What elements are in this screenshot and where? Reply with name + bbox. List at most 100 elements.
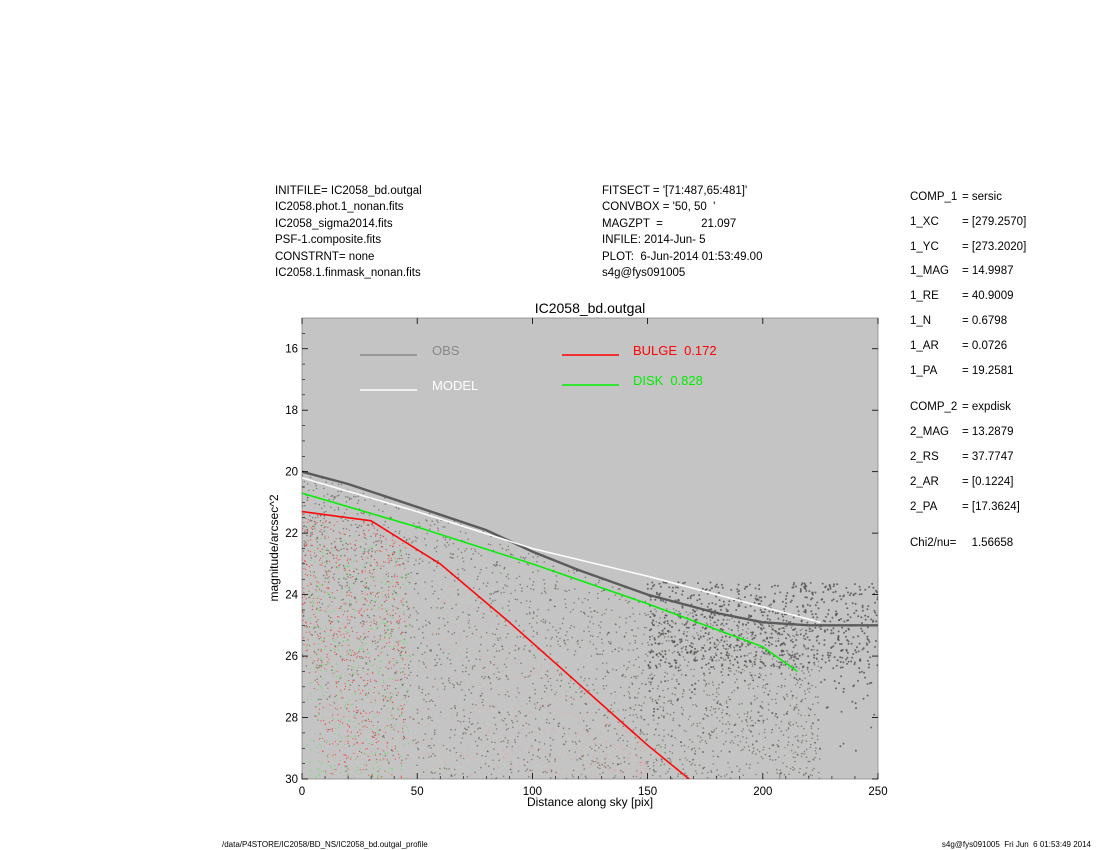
scatter-point — [760, 611, 763, 614]
scatter-point — [715, 727, 718, 730]
scatter-point — [815, 747, 817, 749]
scatter-point — [456, 712, 459, 714]
scatter-point — [595, 744, 597, 747]
scatter-point — [643, 761, 645, 763]
scatter-point — [728, 600, 731, 603]
scatter-point — [716, 645, 718, 647]
scatter-point — [459, 683, 461, 686]
scatter-point — [783, 773, 786, 776]
scatter-point — [691, 741, 694, 743]
scatter-point — [374, 658, 376, 661]
scatter-point — [474, 725, 477, 727]
scatter-point — [639, 745, 641, 747]
scatter-point — [784, 663, 787, 666]
scatter-point — [823, 601, 826, 604]
scatter-point — [610, 689, 613, 691]
scatter-point — [313, 650, 316, 653]
scatter-point — [644, 612, 646, 615]
scatter-point — [712, 684, 714, 686]
scatter-point — [755, 773, 757, 776]
scatter-point — [505, 678, 507, 681]
scatter-point — [311, 516, 314, 519]
scatter-point — [806, 726, 808, 728]
scatter-point — [757, 711, 760, 714]
scatter-point — [577, 602, 579, 605]
scatter-point — [660, 719, 663, 722]
scatter-point — [540, 668, 542, 670]
scatter-point — [443, 760, 445, 762]
scatter-point — [572, 569, 575, 571]
scatter-point — [708, 683, 710, 685]
scatter-point — [385, 610, 388, 612]
scatter-point — [419, 752, 422, 754]
scatter-point — [466, 639, 468, 641]
scatter-point — [760, 655, 762, 658]
scatter-point — [559, 682, 562, 684]
scatter-point — [594, 749, 596, 752]
scatter-point — [481, 667, 484, 669]
scatter-point — [432, 600, 434, 602]
scatter-point — [789, 767, 792, 770]
scatter-point — [501, 569, 503, 571]
scatter-point — [456, 556, 458, 558]
scatter-point — [632, 649, 635, 651]
scatter-point — [634, 620, 636, 623]
scatter-point — [606, 716, 609, 719]
param-value: = 13.2879 — [962, 426, 1014, 439]
scatter-point — [804, 686, 807, 688]
scatter-point — [492, 760, 494, 763]
scatter-point — [313, 571, 316, 573]
scatter-point — [421, 650, 423, 652]
scatter-point — [851, 656, 854, 659]
scatter-point — [710, 587, 713, 590]
scatter-point — [346, 739, 348, 742]
scatter-point — [376, 592, 378, 595]
scatter-point — [356, 761, 358, 764]
scatter-point — [428, 702, 430, 705]
scatter-point — [560, 672, 562, 675]
scatter-point — [441, 623, 443, 625]
scatter-point — [637, 627, 639, 630]
scatter-point — [722, 723, 724, 725]
scatter-point — [757, 719, 760, 722]
scatter-point — [837, 635, 840, 637]
scatter-point — [619, 686, 622, 689]
scatter-point — [440, 746, 442, 748]
scatter-point — [760, 627, 762, 630]
scatter-point — [861, 609, 864, 612]
scatter-point — [780, 686, 783, 688]
scatter-point — [742, 706, 744, 708]
scatter-point — [688, 701, 690, 704]
scatter-point — [446, 541, 449, 544]
scatter-point — [614, 656, 617, 658]
scatter-point — [704, 685, 707, 687]
scatter-point — [435, 644, 437, 646]
scatter-point — [582, 756, 584, 758]
scatter-point — [685, 623, 687, 626]
scatter-point — [371, 548, 373, 550]
scatter-point — [457, 720, 459, 722]
scatter-point — [565, 677, 567, 679]
scatter-point — [394, 687, 397, 690]
scatter-point — [484, 746, 486, 749]
scatter-point — [656, 771, 659, 773]
scatter-point — [302, 611, 304, 613]
scatter-point — [581, 716, 584, 718]
scatter-point — [536, 755, 539, 758]
scatter-point — [650, 643, 653, 646]
scatter-point — [721, 583, 723, 586]
scatter-point — [334, 573, 336, 575]
scatter-point — [486, 668, 488, 670]
scatter-point — [652, 650, 655, 653]
scatter-point — [607, 631, 610, 634]
scatter-point — [824, 620, 827, 623]
scatter-point — [754, 634, 757, 637]
scatter-point — [649, 651, 652, 654]
scatter-point — [723, 670, 725, 673]
scatter-point — [316, 678, 318, 680]
scatter-point — [628, 660, 631, 663]
scatter-point — [797, 709, 800, 711]
scatter-point — [783, 653, 786, 656]
scatter-point — [459, 596, 461, 599]
scatter-point — [790, 599, 793, 602]
